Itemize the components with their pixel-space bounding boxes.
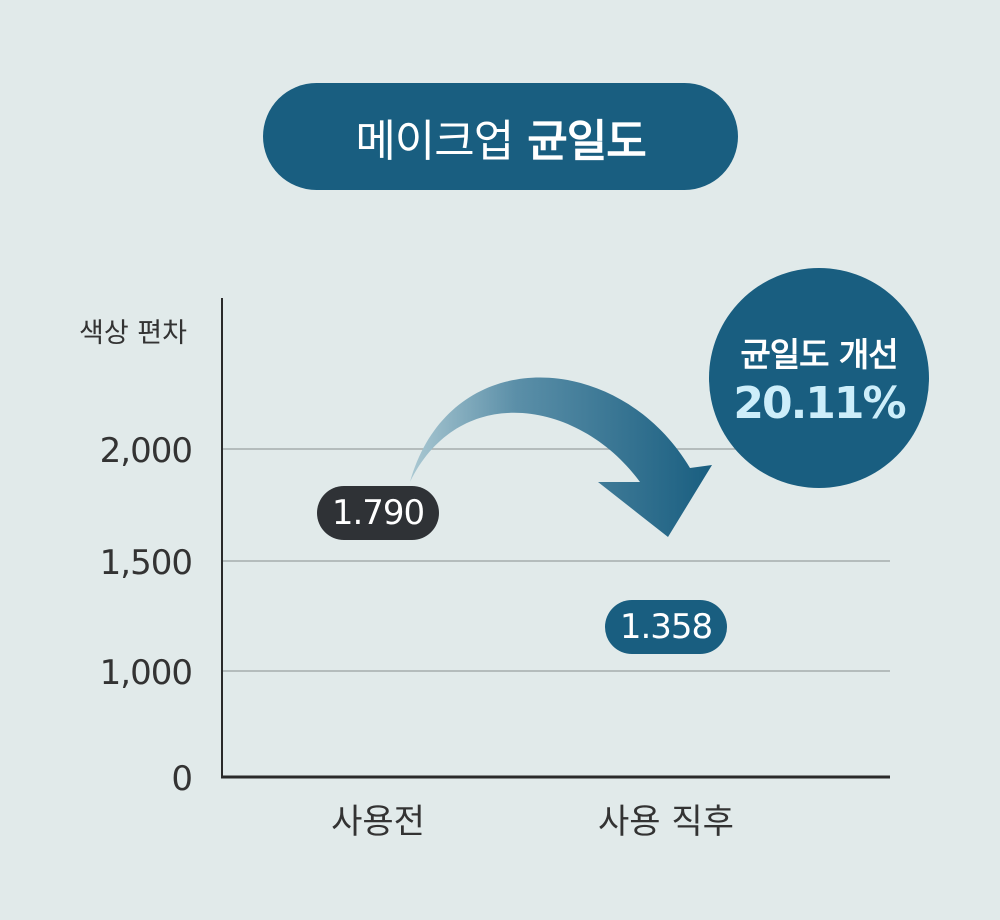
x-category-label: 사용 직후 <box>598 802 734 842</box>
improvement-value: 20.11% <box>733 377 906 429</box>
value-label-before: 1.790 <box>317 486 439 540</box>
y-tick-label: 2,000 <box>100 431 192 471</box>
chart-title-bold: 균일도 <box>527 115 646 167</box>
decrease-arrow <box>410 377 712 537</box>
improvement-badge: 균일도 개선 20.11% <box>709 268 929 488</box>
x-category-label: 사용전 <box>331 802 425 842</box>
y-tick-label: 1,500 <box>100 543 192 583</box>
value-label-after: 1.358 <box>605 600 727 654</box>
y-tick-label: 1,000 <box>100 653 192 693</box>
y-axis-label: 색상 편차 <box>79 318 187 349</box>
y-tick-label: 0 <box>171 759 192 799</box>
improvement-label: 균일도 개선 <box>740 334 898 374</box>
chart-title-regular: 메이크업 <box>355 115 514 167</box>
chart-title: 메이크업 균일도 <box>263 83 738 190</box>
